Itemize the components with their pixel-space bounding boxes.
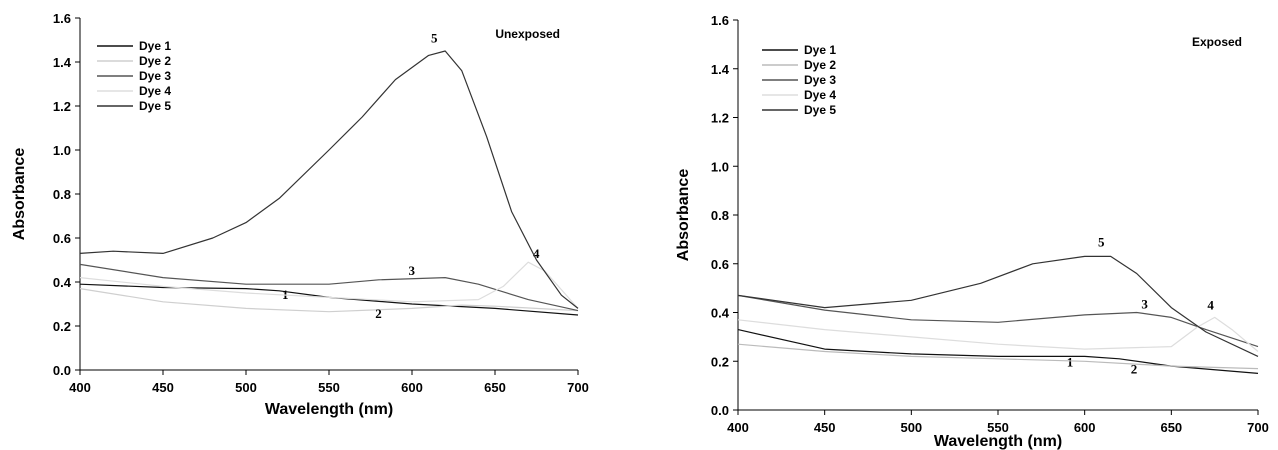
x-tick-label: 600 <box>401 380 423 395</box>
chart-panel-2: 0.0 0.2 0.4 0.6 0.8 1.0 1.2 1.4 1.6 400 450 500 550 6… <box>675 13 1269 450</box>
series-line-dye-2 <box>79 288 579 313</box>
x-tick-label: 500 <box>235 380 257 395</box>
x-tick-label: 500 <box>900 420 922 435</box>
series-line-dye-4 <box>79 261 579 309</box>
legend-label-dye-5: Dye 5 <box>804 103 836 117</box>
legend-label-dye-3: Dye 3 <box>804 73 836 87</box>
legend-label-dye-1: Dye 1 <box>804 43 836 57</box>
x-axis-title: Wavelength (nm) <box>265 401 393 418</box>
chart-panel-1: 0.0 0.2 0.4 0.6 0.8 1.0 1.2 1.4 1.6 400 450 500 550 6… <box>11 11 589 418</box>
y-tick-label: 1.6 <box>53 11 71 26</box>
curve-label-dye-1: 1 <box>282 287 289 302</box>
y-tick-label: 1.0 <box>711 159 729 174</box>
x-tick-label: 600 <box>1074 420 1096 435</box>
series-line-dye-1 <box>79 283 579 316</box>
y-tick-label: 0.8 <box>53 187 71 202</box>
y-axis-title: Absorbance <box>11 148 28 241</box>
legend-label-dye-4: Dye 4 <box>139 84 171 98</box>
y-tick-label: 0.6 <box>711 257 729 272</box>
y-tick-label: 1.4 <box>53 55 72 70</box>
y-tick-label: 1.0 <box>53 143 71 158</box>
x-axis-title: Wavelength (nm) <box>934 433 1062 450</box>
panel-annotation: Unexposed <box>495 27 560 41</box>
x-tick-label: 550 <box>318 380 340 395</box>
x-tick-label: 450 <box>814 420 836 435</box>
curve-label-dye-3: 3 <box>408 263 415 278</box>
series-line-dye-5 <box>737 255 1259 357</box>
legend-label-dye-2: Dye 2 <box>804 58 836 72</box>
y-tick-label: 1.2 <box>711 111 729 126</box>
legend-label-dye-5: Dye 5 <box>139 99 171 113</box>
y-tick-label: 0.0 <box>711 403 729 418</box>
series-line-dye-4 <box>737 316 1259 352</box>
y-tick-label: 1.6 <box>711 13 729 28</box>
series-line-dye-2 <box>737 343 1259 370</box>
x-tick-label: 700 <box>1247 420 1269 435</box>
y-axis-title: Absorbance <box>675 169 692 262</box>
y-tick-label: 1.4 <box>711 62 730 77</box>
y-tick-label: 0.2 <box>53 319 71 334</box>
curve-label-dye-4: 4 <box>533 246 540 261</box>
legend-label-dye-1: Dye 1 <box>139 39 171 53</box>
y-tick-label: 0.4 <box>53 275 72 290</box>
x-tick-label: 400 <box>727 420 749 435</box>
curve-label-dye-2: 2 <box>375 306 382 321</box>
series-line-dye-3 <box>737 294 1259 348</box>
x-tick-label: 650 <box>484 380 506 395</box>
legend-label-dye-4: Dye 4 <box>804 88 836 102</box>
curve-label-dye-4: 4 <box>1207 297 1214 312</box>
y-tick-label: 1.2 <box>53 99 71 114</box>
x-tick-label: 700 <box>567 380 589 395</box>
legend-label-dye-2: Dye 2 <box>139 54 171 68</box>
curve-label-dye-5: 5 <box>1098 234 1105 249</box>
y-tick-label: 0.6 <box>53 231 71 246</box>
x-tick-label: 650 <box>1160 420 1182 435</box>
y-tick-label: 0.0 <box>53 363 71 378</box>
y-tick-label: 0.8 <box>711 208 729 223</box>
curve-label-dye-5: 5 <box>431 30 438 45</box>
curve-label-dye-1: 1 <box>1067 354 1074 369</box>
x-tick-label: 550 <box>987 420 1009 435</box>
series-line-dye-1 <box>737 329 1259 374</box>
x-tick-label: 400 <box>69 380 91 395</box>
legend-label-dye-3: Dye 3 <box>139 69 171 83</box>
series-line-dye-5 <box>79 50 579 309</box>
series-line-dye-3 <box>79 263 579 312</box>
curve-label-dye-2: 2 <box>1131 362 1138 377</box>
y-tick-label: 0.2 <box>711 354 729 369</box>
y-tick-label: 0.4 <box>711 306 730 321</box>
x-tick-label: 450 <box>152 380 174 395</box>
panel-annotation: Exposed <box>1192 35 1242 49</box>
curve-label-dye-3: 3 <box>1141 297 1148 312</box>
